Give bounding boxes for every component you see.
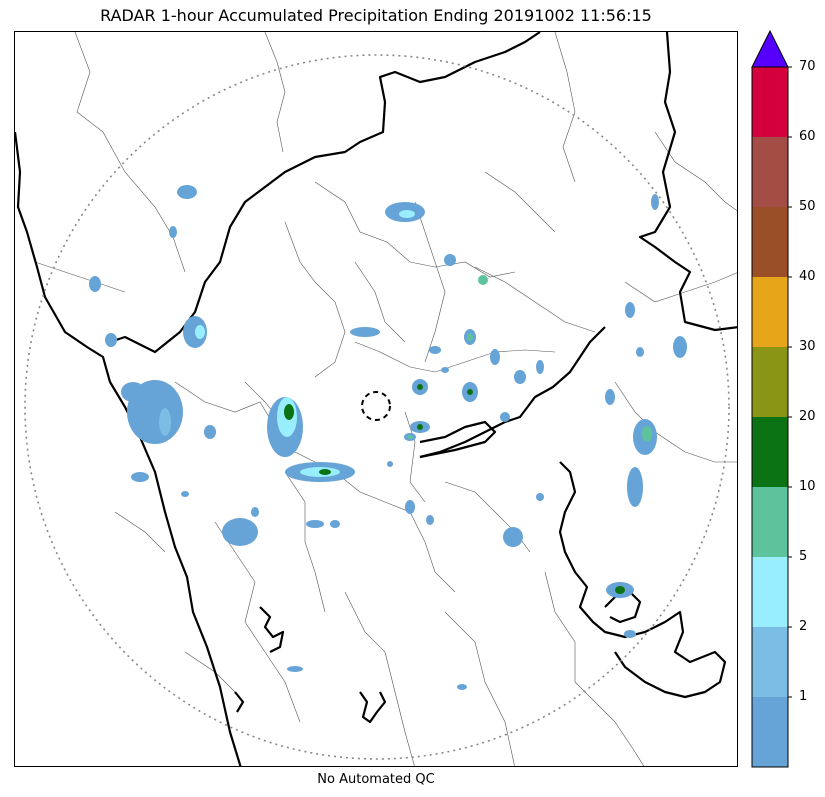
colorbar-segment (752, 67, 788, 137)
radar-range-ring (24, 54, 730, 760)
colorbar-tick-label: 70 (799, 59, 816, 74)
colorbar-segment (752, 347, 788, 417)
map-canvas (15, 32, 737, 766)
state-boundaries (15, 32, 737, 766)
colorbar-tick-label: 60 (799, 129, 816, 144)
map-title: RADAR 1-hour Accumulated Precipitation E… (100, 6, 652, 25)
radar-map[interactable] (14, 31, 738, 767)
precipitation-echoes (89, 185, 687, 690)
colorbar-segment (752, 137, 788, 207)
colorbar-tick-label: 2 (799, 619, 808, 634)
qc-note: No Automated QC (317, 772, 435, 787)
colorbar-extend-triangle (751, 29, 789, 68)
radar-site-marker (361, 391, 391, 421)
colorbar-segment (752, 277, 788, 347)
colorbar-tick-label: 50 (799, 199, 816, 214)
colorbar-tick-label: 1 (799, 689, 808, 704)
colorbar-segment (752, 487, 788, 557)
colorbar-segment (752, 557, 788, 627)
colorbar-tick-label: 20 (799, 409, 816, 424)
colorbar-segment (752, 697, 788, 767)
colorbar (751, 29, 792, 768)
colorbar-tick-label: 10 (799, 479, 816, 494)
colorbar-tick-label: 30 (799, 339, 816, 354)
colorbar-canvas (751, 29, 792, 768)
colorbar-tick-label: 40 (799, 269, 816, 284)
colorbar-segment (752, 207, 788, 277)
colorbar-segment (752, 627, 788, 697)
colorbar-tick-label: 5 (799, 549, 808, 564)
colorbar-segment (752, 417, 788, 487)
